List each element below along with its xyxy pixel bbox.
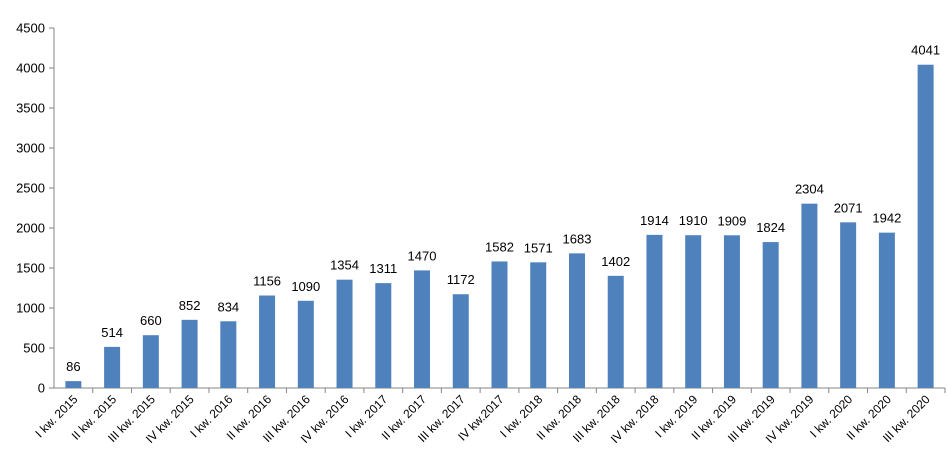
- data-label: 1909: [717, 213, 746, 228]
- bar-series: [65, 64, 934, 388]
- bar: [414, 270, 431, 388]
- y-tick-label: 1500: [16, 261, 45, 276]
- data-label: 1824: [756, 220, 785, 235]
- bar: [801, 203, 818, 388]
- bar: [685, 235, 702, 388]
- data-label: 1354: [330, 258, 359, 273]
- bar: [607, 275, 624, 388]
- bar: [762, 242, 779, 388]
- data-label: 1942: [872, 211, 901, 226]
- y-tick-label: 3500: [16, 101, 45, 116]
- bar: [336, 279, 353, 388]
- y-tick-label: 2500: [16, 181, 45, 196]
- data-label: 86: [66, 359, 80, 374]
- bar: [181, 319, 198, 388]
- data-label: 852: [179, 298, 201, 313]
- data-label: 1470: [408, 248, 437, 263]
- y-tick-label: 1000: [16, 301, 45, 316]
- y-axis: 0 500 1000 1500 2000 2500 3000 3500 4000 4500: [16, 21, 55, 396]
- bar: [220, 321, 237, 388]
- bar: [646, 234, 663, 388]
- y-tick-label: 0: [38, 381, 45, 396]
- data-label: 1914: [640, 213, 669, 228]
- y-tick-label: 4000: [16, 61, 45, 76]
- data-label: 660: [140, 313, 162, 328]
- data-label: 514: [101, 325, 123, 340]
- bar: [491, 261, 508, 388]
- data-label: 1582: [485, 239, 514, 254]
- bar: [840, 222, 857, 388]
- data-label: 1090: [291, 279, 320, 294]
- y-tick-label: 500: [23, 341, 45, 356]
- bar: [104, 346, 121, 388]
- bar: [723, 235, 740, 388]
- data-label: 1910: [679, 213, 708, 228]
- bar: [878, 232, 895, 388]
- bar: [568, 253, 585, 388]
- bar: [65, 381, 82, 388]
- bar: [259, 295, 276, 388]
- data-label: 4041: [911, 43, 940, 58]
- y-tick-label: 3000: [16, 141, 45, 156]
- data-label: 1571: [524, 240, 553, 255]
- data-label: 1402: [601, 254, 630, 269]
- data-label: 1683: [563, 231, 592, 246]
- bar: [917, 64, 934, 388]
- bar: [297, 300, 314, 388]
- data-label: 1172: [447, 272, 475, 287]
- data-label: 2071: [834, 200, 863, 215]
- data-label: 1156: [253, 274, 281, 289]
- bar: [530, 262, 547, 388]
- data-label: 834: [217, 299, 239, 314]
- data-labels: 86 514 660 852 834 1156 1090 1354 1311 1470 1172 15…: [66, 43, 940, 374]
- bar: [142, 335, 159, 388]
- data-label: 2304: [795, 182, 824, 197]
- y-tick-label: 2000: [16, 221, 45, 236]
- bar: [375, 283, 392, 388]
- data-label: 1311: [369, 261, 397, 276]
- y-tick-label: 4500: [16, 21, 45, 36]
- bar: [452, 294, 469, 388]
